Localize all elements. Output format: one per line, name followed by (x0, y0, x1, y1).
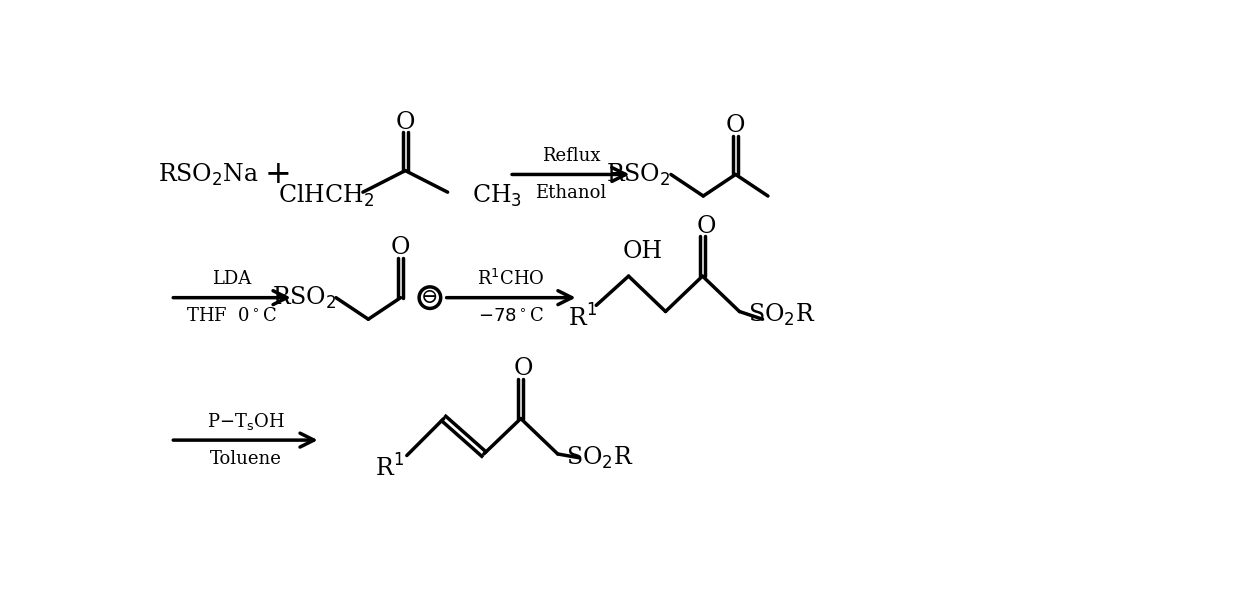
Text: O: O (726, 115, 745, 137)
Text: R$^1$CHO: R$^1$CHO (477, 269, 545, 289)
Text: O: O (513, 357, 533, 380)
Text: Ethanol: Ethanol (536, 184, 607, 202)
Text: R$^1$: R$^1$ (375, 454, 404, 481)
Text: ⊖: ⊖ (421, 288, 439, 307)
Text: O: O (395, 110, 415, 134)
Text: R$^1$: R$^1$ (568, 304, 597, 331)
Text: CH$_3$: CH$_3$ (472, 183, 522, 209)
Text: O: O (697, 214, 716, 238)
Text: +: + (265, 159, 292, 190)
Text: THF  0$^\circ$C: THF 0$^\circ$C (187, 307, 278, 325)
Text: RSO$_2$: RSO$_2$ (272, 285, 336, 311)
Text: Toluene: Toluene (209, 450, 282, 467)
Text: SO$_2$R: SO$_2$R (748, 302, 815, 328)
Text: RSO$_2$Na: RSO$_2$Na (158, 162, 259, 188)
Text: $-78^\circ$C: $-78^\circ$C (478, 307, 545, 325)
Text: OH: OH (623, 240, 663, 263)
Text: O: O (391, 236, 410, 259)
Text: SO$_2$R: SO$_2$R (567, 445, 634, 471)
Text: Reflux: Reflux (542, 147, 601, 165)
Text: LDA: LDA (212, 270, 252, 288)
Text: ClHCH$_2$: ClHCH$_2$ (278, 183, 374, 209)
Text: RSO$_2$: RSO$_2$ (607, 162, 670, 188)
Text: P$-$T$_{\rm s}$OH: P$-$T$_{\rm s}$OH (207, 411, 284, 432)
